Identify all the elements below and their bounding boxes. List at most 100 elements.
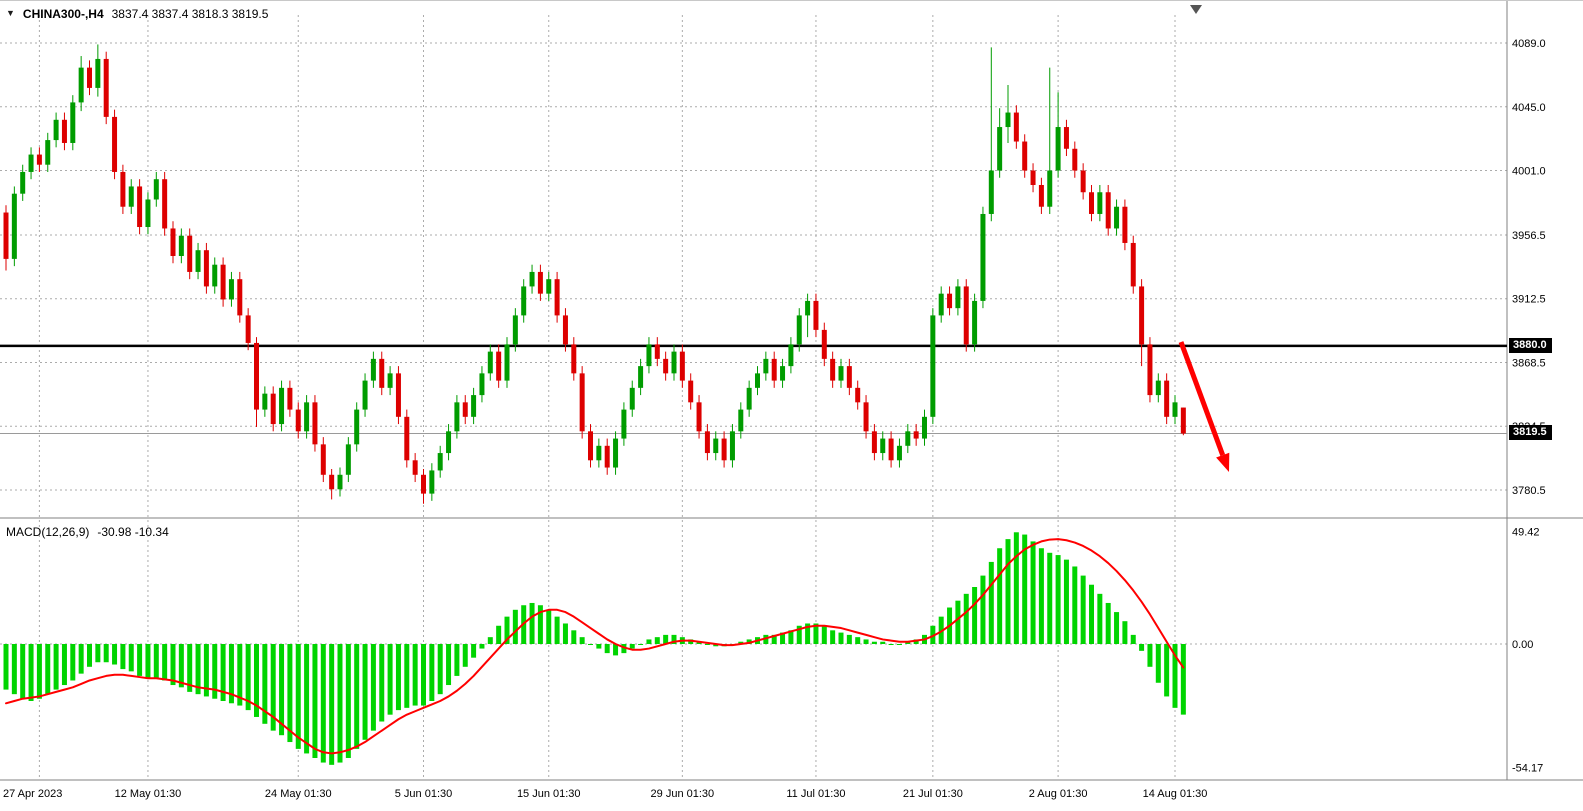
candle-body	[571, 344, 577, 374]
candle-body	[738, 409, 744, 432]
trend-arrow-shaft[interactable]	[1178, 341, 1226, 456]
time-axis-label: 27 Apr 2023	[3, 788, 62, 800]
macd-histogram-bar	[446, 644, 452, 686]
macd-histogram-bar	[1047, 552, 1053, 644]
price-axis-label: 3868.5	[1512, 357, 1546, 369]
macd-histogram-bar	[279, 644, 285, 736]
macd-histogram-bar	[1013, 532, 1019, 644]
chart-shift-marker-icon[interactable]	[1190, 5, 1202, 14]
candle-body	[262, 393, 268, 410]
macd-histogram-bar	[137, 644, 143, 676]
ohlc-values: 3837.4 3837.4 3818.3 3819.5	[111, 7, 269, 21]
candle-body	[1013, 112, 1019, 142]
macd-histogram-bar	[45, 644, 51, 695]
symbol-dropdown-icon[interactable]: ▼	[6, 8, 15, 18]
macd-histogram-bar	[437, 644, 443, 695]
macd-histogram-bar	[1072, 566, 1078, 644]
macd-histogram-bar	[1147, 644, 1153, 667]
candle-body	[947, 293, 953, 309]
macd-histogram-bar	[888, 644, 894, 645]
macd-histogram-bar	[379, 644, 385, 722]
candle-body	[646, 344, 652, 367]
macd-histogram-bar	[796, 625, 802, 644]
macd-histogram-bar	[588, 644, 593, 645]
candle-body	[855, 387, 861, 403]
macd-histogram-bar	[212, 644, 218, 699]
macd-histogram-bar	[629, 644, 635, 649]
macd-histogram-bar	[780, 632, 786, 644]
candle-body	[28, 154, 34, 172]
time-axis-label: 12 May 01:30	[115, 788, 182, 800]
time-axis-label: 21 Jul 01:30	[903, 788, 963, 800]
candle-body	[696, 402, 702, 432]
price-axis-label: 4001.0	[1512, 166, 1546, 178]
macd-histogram-bar	[487, 637, 493, 644]
candle-body	[1130, 242, 1136, 287]
candle-body	[61, 119, 67, 143]
macd-histogram-bar	[454, 644, 460, 676]
candle-body	[1105, 192, 1111, 229]
macd-histogram-bar	[404, 644, 410, 708]
candle-body	[537, 271, 543, 294]
macd-histogram-bar	[604, 644, 610, 654]
candle-body	[997, 127, 1003, 171]
candle-body	[796, 315, 802, 345]
candle-body	[295, 409, 301, 432]
macd-histogram-bar	[20, 644, 26, 699]
candle-body	[1122, 206, 1128, 243]
macd-histogram-bar	[270, 644, 276, 731]
macd-histogram-bar	[254, 644, 259, 717]
macd-histogram-bar	[1080, 575, 1086, 644]
candle-body	[771, 358, 777, 381]
macd-histogram-bar	[688, 639, 694, 644]
candle-body	[629, 387, 635, 410]
candle-body	[228, 279, 234, 300]
time-axis-label: 2 Aug 01:30	[1029, 788, 1088, 800]
candle-body	[988, 170, 994, 214]
macd-histogram-bar	[1105, 602, 1111, 644]
candle-body	[1147, 344, 1153, 396]
macd-histogram-bar	[1164, 644, 1170, 697]
macd-histogram-bar	[262, 644, 268, 724]
candle-body	[53, 119, 59, 141]
macd-histogram-bar	[972, 587, 978, 644]
candle-body	[830, 358, 836, 381]
macd-histogram-bar	[596, 644, 602, 649]
macd-axis-label: -54.17	[1512, 763, 1543, 775]
candle-body	[437, 453, 443, 471]
trend-arrow-head[interactable]	[1216, 452, 1230, 472]
macd-histogram-bar	[429, 644, 435, 701]
macd-histogram-bar	[11, 644, 17, 695]
candle-body	[905, 431, 911, 446]
macd-histogram-bar	[3, 644, 9, 690]
macd-histogram-bar	[613, 644, 619, 656]
macd-histogram-bar	[36, 644, 42, 699]
candle-body	[145, 199, 151, 228]
macd-axis-label: 0.00	[1512, 639, 1533, 651]
macd-histogram-bar	[53, 644, 59, 690]
macd-histogram-bar	[120, 644, 126, 670]
macd-histogram-bar	[170, 644, 176, 686]
macd-values: -30.98 -10.34	[97, 525, 169, 539]
macd-histogram-bar	[621, 644, 627, 654]
macd-histogram-bar	[763, 634, 769, 644]
candle-body	[304, 402, 310, 432]
macd-histogram-bar	[78, 644, 84, 674]
candle-body	[679, 351, 685, 381]
price-axis-label: 3912.5	[1512, 294, 1546, 306]
macd-histogram-bar	[896, 644, 902, 645]
candle-body	[36, 154, 42, 165]
macd-histogram-bar	[95, 644, 101, 663]
candle-body	[613, 438, 619, 468]
macd-histogram-bar	[963, 593, 969, 644]
candle-body	[128, 186, 134, 207]
macd-histogram-bar	[304, 644, 310, 754]
candle-body	[1172, 402, 1178, 417]
candle-body	[521, 286, 527, 316]
candle-body	[688, 380, 694, 403]
candle-body	[1055, 127, 1061, 171]
candle-body	[471, 395, 477, 417]
candle-body	[95, 58, 101, 88]
